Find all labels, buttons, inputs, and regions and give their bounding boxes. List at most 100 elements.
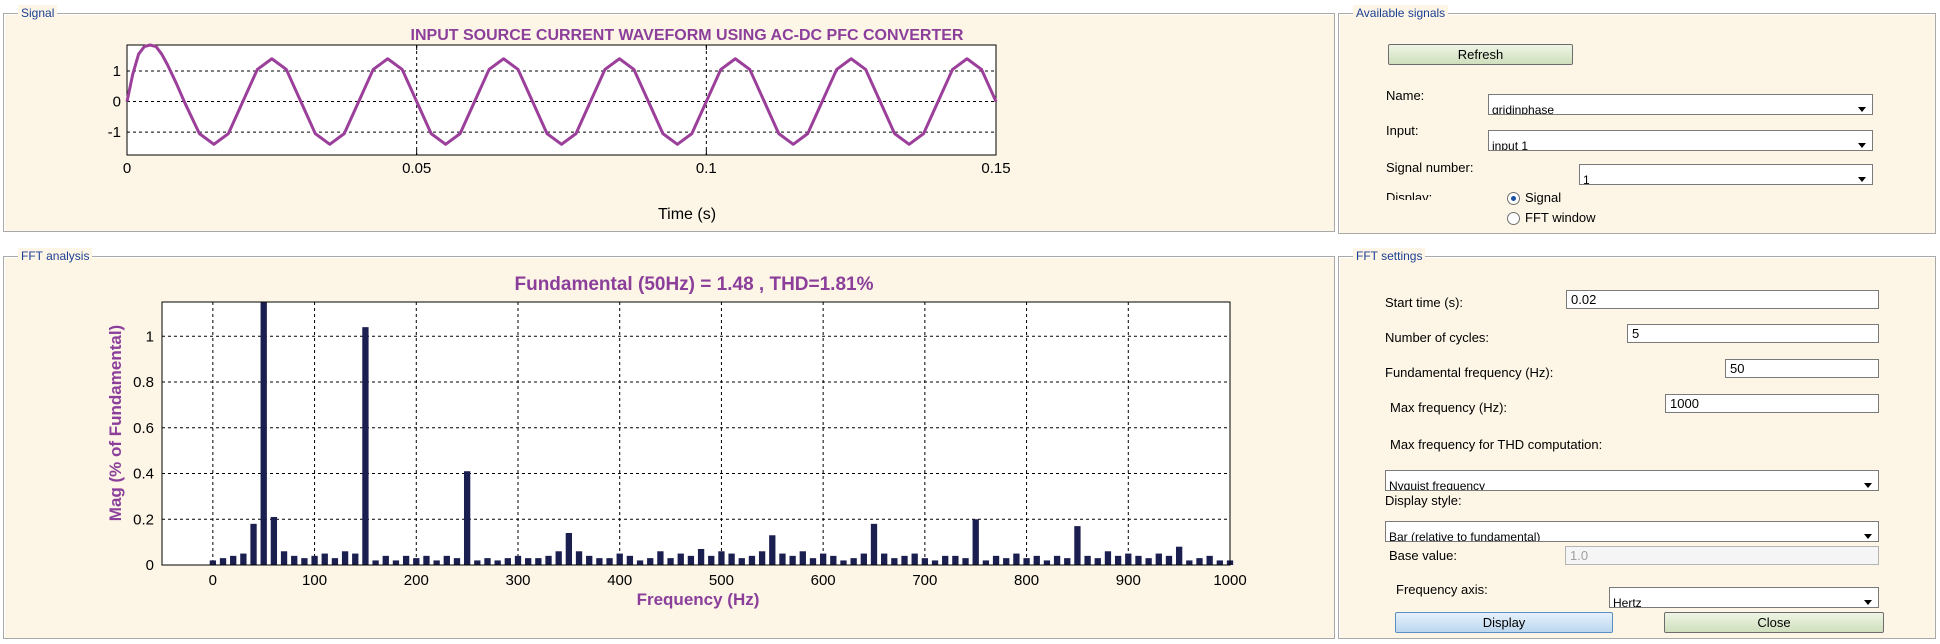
- fft-window-radio[interactable]: [1507, 212, 1520, 225]
- signal-number-dropdown-value: 1: [1583, 173, 1590, 185]
- fft-bar: [1013, 553, 1020, 565]
- fft-bar: [392, 560, 400, 565]
- fft-xtick-label: 200: [404, 572, 429, 589]
- fft-bar: [1003, 558, 1010, 565]
- fft-bar: [311, 555, 318, 565]
- fft-bar: [514, 555, 522, 565]
- display-style-dropdown[interactable]: Bar (relative to fundamental): [1385, 521, 1879, 542]
- fft-xtick-label: 700: [912, 572, 937, 589]
- close-button[interactable]: Close: [1664, 612, 1884, 633]
- fft-bar: [962, 558, 969, 565]
- start-time-label: Start time (s):: [1385, 295, 1464, 310]
- fft-ytick-label: 1: [146, 328, 154, 345]
- fft-bar: [219, 558, 227, 565]
- fft-bar: [921, 558, 929, 565]
- fft-bar: [545, 555, 552, 565]
- fft-bar: [728, 553, 735, 565]
- fft-bar: [1023, 558, 1030, 565]
- fft-bar: [881, 553, 888, 565]
- fft-bar: [1114, 555, 1122, 565]
- chevron-down-icon: [1855, 106, 1869, 113]
- thd-max-frequency-dropdown[interactable]: Nyquist frequency: [1385, 470, 1879, 491]
- fft-bar: [799, 551, 806, 565]
- fft-ytick-label: 0.8: [133, 374, 154, 391]
- fft-ytick-label: 0.4: [133, 466, 154, 483]
- input-dropdown[interactable]: input 1: [1488, 130, 1873, 151]
- fft-xtick-label: 600: [811, 572, 836, 589]
- fft-settings-panel: FFT settings Start time (s): 0.02 Number…: [1338, 248, 1936, 639]
- signal-radio-label[interactable]: Signal: [1525, 190, 1562, 205]
- name-dropdown[interactable]: gridinphase: [1488, 94, 1873, 115]
- display-button[interactable]: Display: [1395, 612, 1613, 633]
- fft-bar: [667, 558, 674, 565]
- fft-bar: [891, 558, 898, 565]
- fft-bar: [586, 555, 593, 565]
- start-time-input[interactable]: 0.02: [1566, 290, 1879, 309]
- frequency-axis-dropdown[interactable]: Hertz: [1609, 587, 1879, 608]
- fft-bar: [942, 555, 949, 565]
- thd-max-frequency-value: Nyquist frequency: [1389, 479, 1486, 491]
- cycles-input[interactable]: 5: [1627, 324, 1879, 343]
- fft-plot-frame: [161, 301, 1231, 566]
- fft-bar: [453, 558, 461, 565]
- fft-chart-ylabel: Mag (% of Fundamental): [106, 325, 125, 521]
- fft-bar: [1165, 555, 1173, 565]
- fft-bar: [331, 558, 339, 565]
- signal-chart-xlabel: Time (s): [658, 206, 716, 223]
- cycles-label: Number of cycles:: [1385, 330, 1490, 345]
- fft-bar: [850, 558, 857, 565]
- fft-bar: [433, 560, 440, 565]
- fft-bar: [1125, 553, 1132, 565]
- fft-bar: [1186, 560, 1193, 565]
- fft-xtick-label: 300: [505, 572, 530, 589]
- fft-xtick-label: 800: [1014, 572, 1039, 589]
- chevron-down-icon: [1861, 482, 1875, 489]
- fft-bar: [718, 551, 725, 565]
- fft-bar: [1084, 555, 1091, 565]
- fft-analysis-panel: FFT analysis Fundamental (50Hz) = 1.48 ,…: [3, 248, 1335, 639]
- signal-xtick-label: 0: [123, 160, 131, 177]
- fft-bar: [992, 555, 1000, 565]
- signal-chart: INPUT SOURCE CURRENT WAVEFORM USING AC-D…: [108, 27, 1011, 223]
- signal-radio[interactable]: [1507, 192, 1520, 205]
- fft-bar: [1104, 551, 1112, 565]
- fft-bar: [769, 535, 776, 565]
- fft-bar: [270, 516, 278, 565]
- fft-bar: [352, 553, 359, 565]
- fft-bar: [382, 555, 389, 565]
- signal-panel: Signal INPUT SOURCE CURRENT WAVEFORM USI…: [3, 5, 1335, 232]
- fft-bar: [952, 555, 959, 565]
- fft-window-radio-label[interactable]: FFT window: [1525, 210, 1596, 225]
- fft-bar: [301, 558, 308, 565]
- fft-bar: [748, 555, 756, 565]
- base-value-input[interactable]: 1.0: [1565, 546, 1879, 565]
- input-dropdown-value: input 1: [1492, 139, 1529, 151]
- fft-bar: [535, 558, 542, 565]
- fft-bar: [616, 553, 623, 565]
- signal-ytick-label: -1: [108, 124, 121, 141]
- signal-series-line: [125, 43, 998, 146]
- fft-bar: [240, 553, 247, 565]
- fft-bar: [1094, 558, 1101, 565]
- fft-bar: [555, 551, 562, 565]
- fft-bar: [494, 560, 501, 565]
- fundamental-frequency-input[interactable]: 50: [1725, 359, 1879, 378]
- fft-bar: [738, 558, 745, 565]
- name-dropdown-value: gridinphase: [1492, 103, 1555, 115]
- fft-xtick-label: 0: [209, 572, 217, 589]
- fft-bar: [1145, 558, 1152, 565]
- refresh-button[interactable]: Refresh: [1388, 44, 1573, 65]
- chevron-down-icon: [1855, 142, 1869, 149]
- fft-chart-xlabel: Frequency (Hz): [637, 590, 760, 609]
- signal-number-label: Signal number:: [1386, 160, 1474, 175]
- signal-number-dropdown[interactable]: 1: [1579, 164, 1873, 185]
- fft-bar: [687, 555, 695, 565]
- fft-bar: [647, 558, 654, 565]
- max-frequency-label: Max frequency (Hz):: [1390, 400, 1508, 415]
- name-label: Name:: [1386, 88, 1425, 103]
- fft-bar: [982, 560, 990, 565]
- fft-bar: [209, 560, 217, 565]
- display-style-label: Display style:: [1385, 493, 1462, 508]
- max-frequency-input[interactable]: 1000: [1665, 394, 1879, 413]
- display-label: Display:: [1386, 190, 1433, 200]
